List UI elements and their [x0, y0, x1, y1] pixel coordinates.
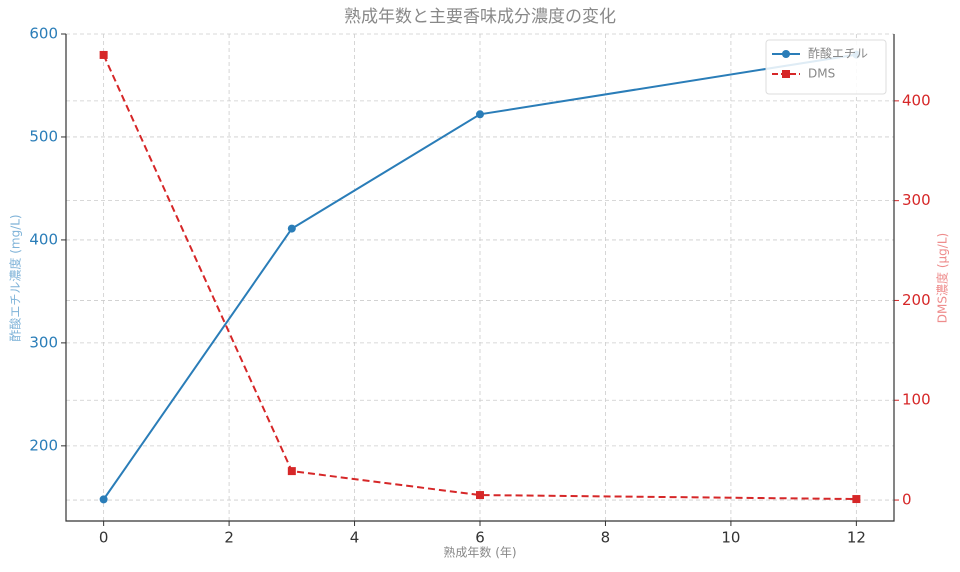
y2-tick-label: 0: [902, 491, 912, 509]
legend-marker: [782, 70, 790, 78]
y-axis-label: 酢酸エチル濃度 (mg/L): [8, 214, 23, 341]
y2-tick-label: 400: [902, 91, 931, 109]
x-tick-label: 10: [721, 529, 740, 547]
x-tick-label: 2: [224, 529, 234, 547]
data-point: [476, 491, 484, 500]
y2-tick-label: 100: [902, 391, 931, 409]
data-point: [99, 50, 108, 59]
data-point: [99, 495, 108, 504]
x-tick-label: 8: [601, 529, 611, 547]
y2-tick-label: 300: [902, 191, 931, 209]
chart-title: 熟成年数と主要香味成分濃度の変化: [344, 6, 616, 27]
y-tick-label: 500: [29, 127, 58, 145]
x-tick-label: 12: [847, 529, 866, 547]
legend-label: 酢酸エチル: [808, 46, 868, 61]
data-point: [476, 110, 484, 119]
y2-tick-label: 200: [902, 291, 931, 309]
axes-frame: [65, 34, 895, 522]
data-point: [852, 495, 861, 504]
series-line: [102, 53, 857, 500]
series-line: [102, 54, 857, 501]
x-tick-label: 0: [99, 529, 109, 547]
y-tick-label: 300: [29, 333, 58, 351]
data-point: [287, 224, 296, 233]
y-tick-label: 400: [29, 230, 58, 248]
x-tick-label: 4: [350, 529, 360, 547]
data-point: [287, 467, 296, 476]
x-axis-label: 熟成年数 (年): [443, 545, 516, 560]
legend-marker: [782, 50, 790, 58]
y-tick-label: 200: [29, 436, 58, 454]
y2-axis-label: DMS濃度 (μg/L): [935, 233, 950, 323]
legend-label: DMS: [808, 67, 835, 81]
y-tick-label: 600: [29, 25, 58, 43]
x-tick-label: 6: [475, 529, 485, 547]
